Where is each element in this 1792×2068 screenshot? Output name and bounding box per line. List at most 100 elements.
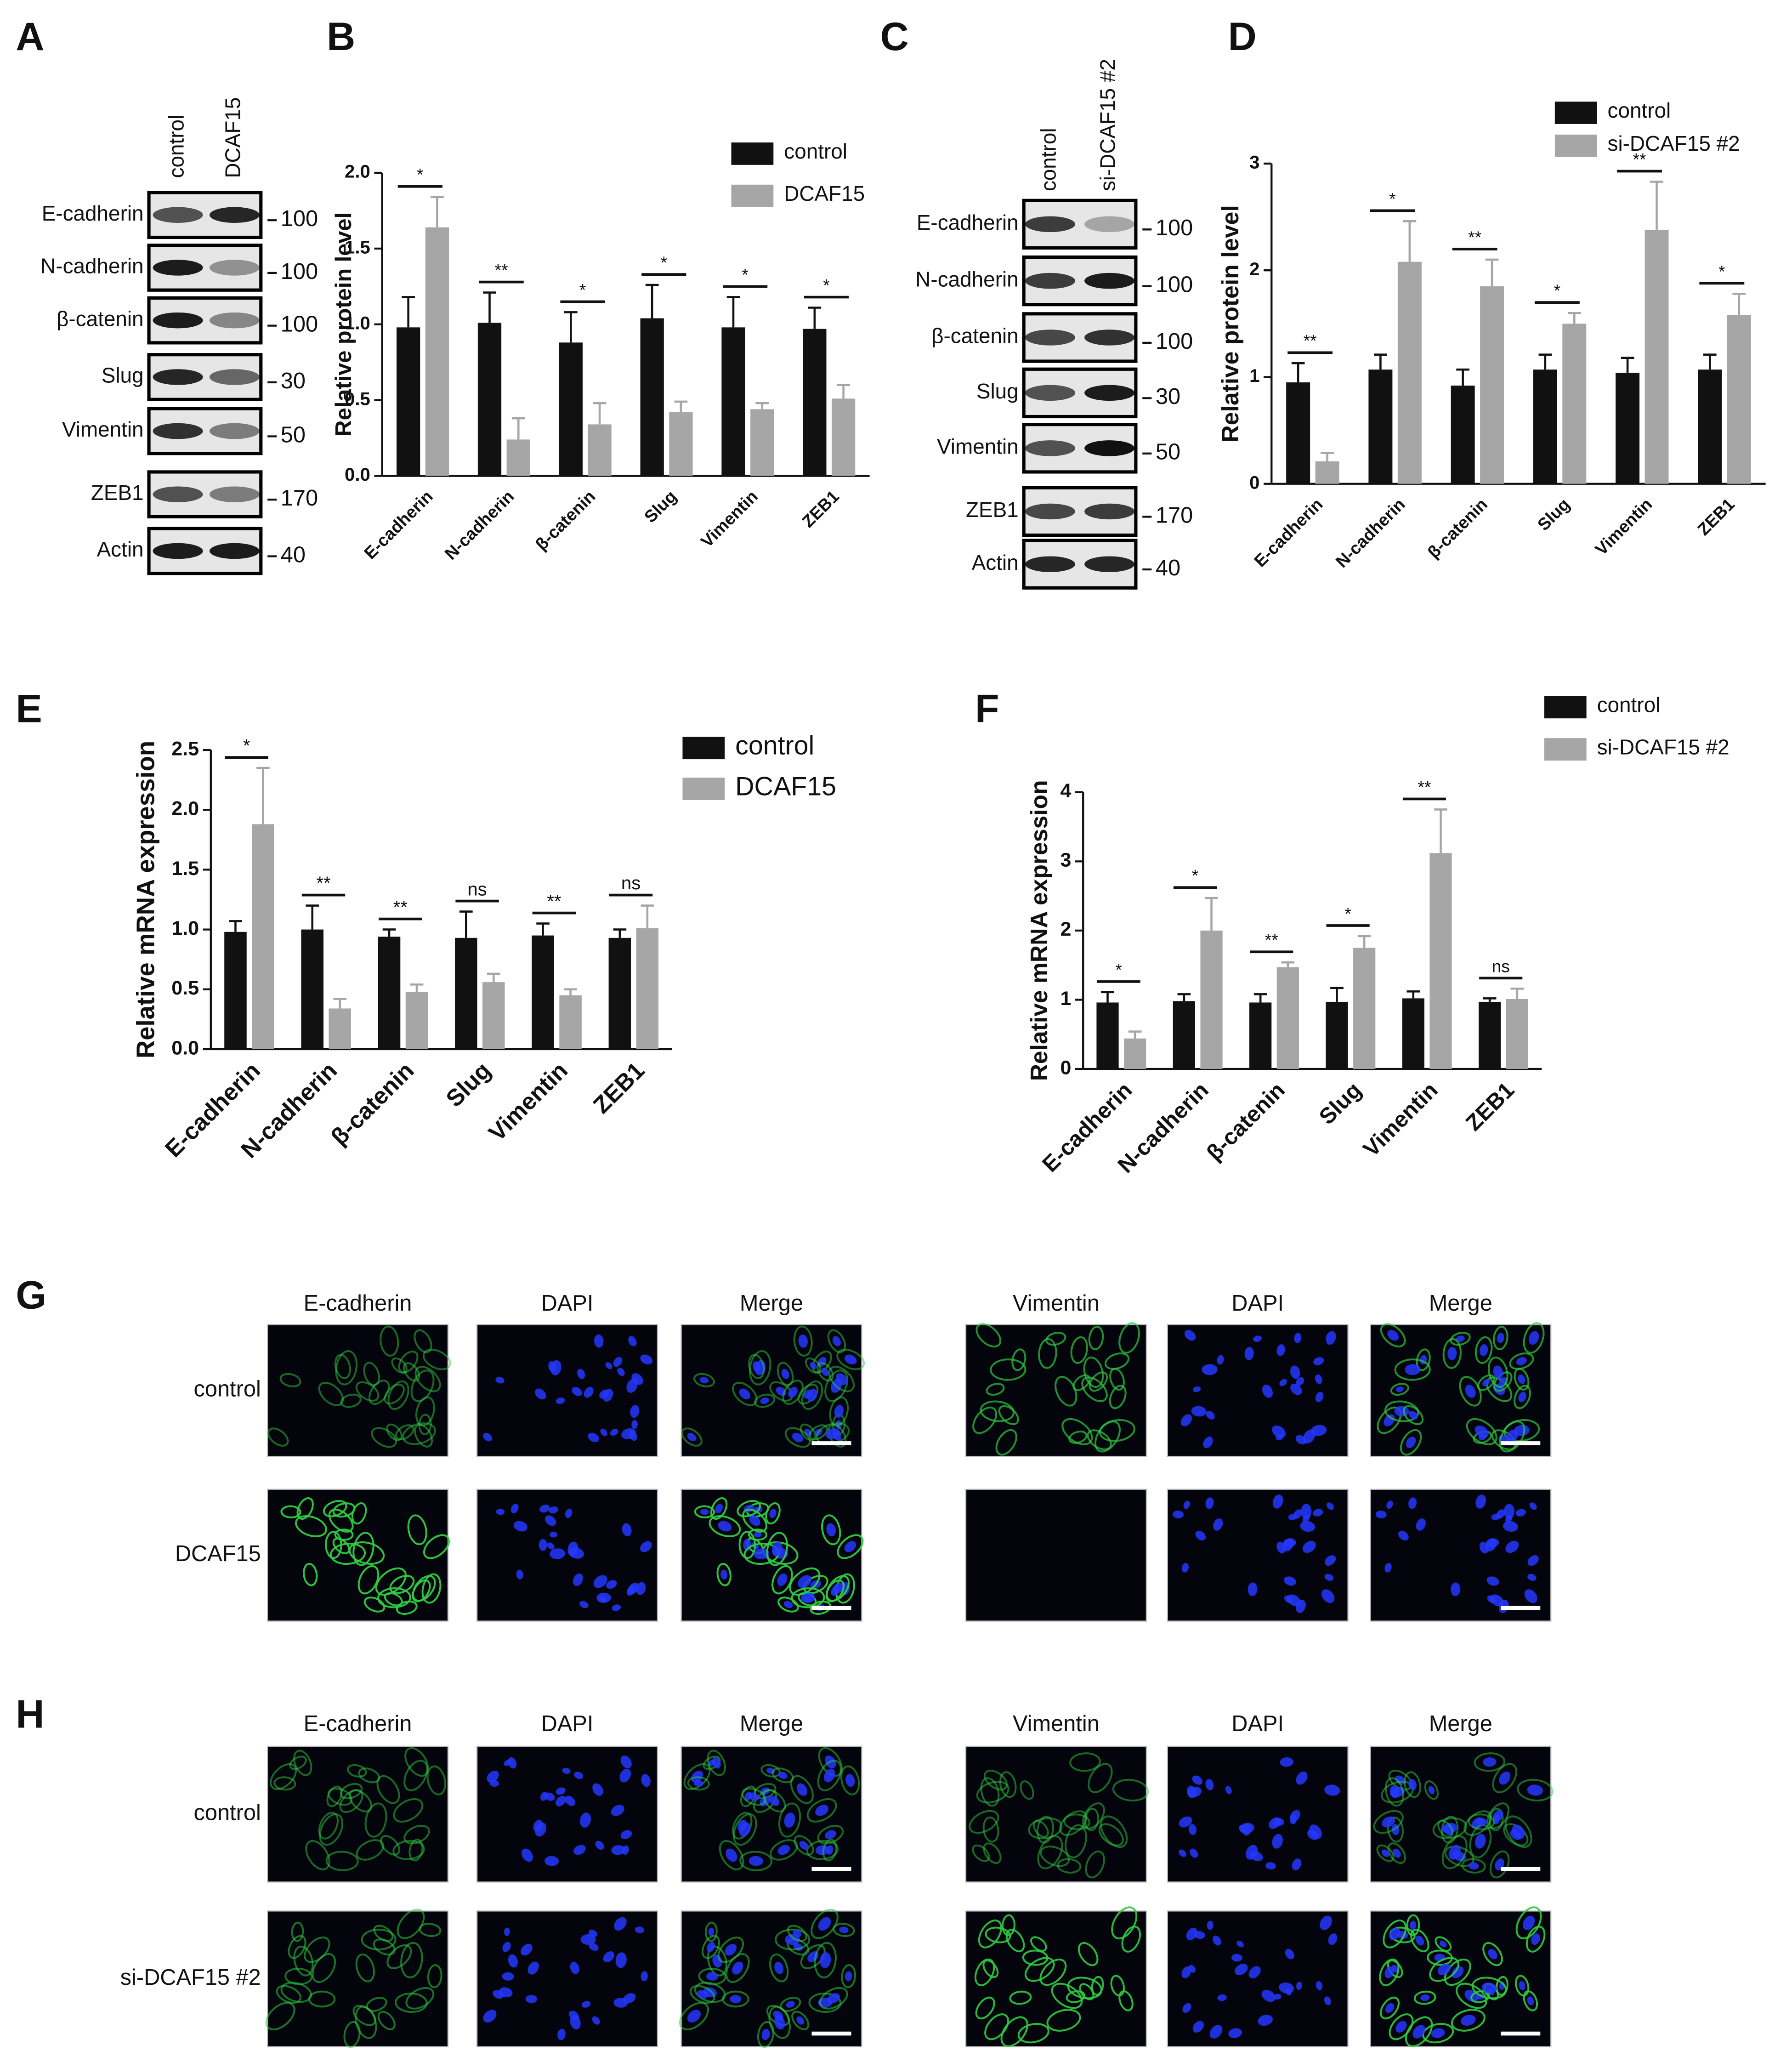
cell-stain: [1380, 1323, 1406, 1348]
cell-stain: [817, 1760, 842, 1791]
cell-stain: [1005, 1929, 1025, 1953]
cell-stain: [1379, 1958, 1400, 1986]
nucleus: [621, 1428, 636, 1439]
cell-stain: [1509, 1352, 1534, 1370]
cell-stain: [1400, 1429, 1422, 1456]
nucleus: [720, 1569, 728, 1579]
nucleus: [1285, 1949, 1294, 1960]
nucleus: [769, 1508, 777, 1518]
row-label: Slug: [976, 379, 1019, 403]
cell-stain: [791, 1587, 825, 1608]
nucleus: [1309, 1824, 1322, 1839]
nucleus: [600, 1428, 607, 1436]
cell-stain: [1525, 1926, 1546, 1953]
panel-label: H: [16, 1693, 44, 1737]
nucleus: [1280, 1757, 1293, 1767]
column-header: DAPI: [1231, 1291, 1284, 1316]
cell-stain: [841, 1964, 856, 1988]
nucleus: [777, 1845, 790, 1855]
nucleus: [708, 1927, 715, 1936]
cell-stain: [687, 1776, 710, 1791]
nucleus: [614, 1917, 627, 1931]
nucleus: [1324, 1996, 1331, 2006]
cell-stain: [380, 1835, 401, 1856]
cell-stain: [1067, 1977, 1103, 2000]
nucleus: [611, 1805, 624, 1816]
cell-stain: [1422, 2023, 1454, 2044]
cell-stain: [1387, 1816, 1404, 1843]
row-label: E-cadherin: [917, 210, 1019, 234]
cell-stain: [741, 1787, 766, 1806]
column-header: DAPI: [541, 1711, 594, 1736]
micrograph: [476, 1324, 658, 1457]
nucleus: [1190, 1848, 1198, 1858]
nucleus: [1188, 1824, 1197, 1835]
cell-stain: [1032, 1820, 1049, 1838]
cell-stain: [403, 1760, 428, 1791]
bar: [669, 412, 693, 476]
nucleus: [798, 1575, 812, 1588]
blot-band: [1084, 440, 1135, 456]
cell-stain: [749, 1350, 771, 1386]
nucleus: [832, 1336, 841, 1346]
cell-stain: [1017, 2023, 1049, 2044]
nucleus: [550, 1548, 565, 1559]
nucleus: [580, 1812, 591, 1828]
cell-stain: [288, 1935, 306, 1959]
nucleus: [1327, 1502, 1334, 1510]
cell-stain: [376, 1775, 400, 1804]
nucleus: [565, 1795, 575, 1806]
y-tick-label: 2.5: [171, 738, 199, 760]
nucleus: [1296, 1600, 1306, 1613]
blot-band: [153, 486, 203, 502]
legend-swatch: [731, 184, 774, 207]
micrograph: [965, 1745, 1149, 1883]
nucleus: [1213, 1518, 1223, 1531]
nucleus: [1474, 1425, 1489, 1438]
legend-label: DCAF15: [735, 772, 836, 801]
nucleus: [603, 1389, 613, 1402]
cell-stain: [1100, 1815, 1128, 1848]
column-header: Merge: [1429, 1711, 1492, 1736]
row-label: Actin: [972, 551, 1019, 574]
nucleus: [798, 1334, 808, 1348]
y-tick-label: 3: [1249, 152, 1259, 173]
micrograph-bg: [965, 1910, 1147, 2047]
legend-swatch: [1544, 696, 1587, 719]
nucleus: [610, 1429, 618, 1436]
nucleus: [1522, 1915, 1535, 1930]
bar: [1286, 382, 1310, 484]
nucleus: [605, 1362, 612, 1369]
cell-stain: [681, 1427, 703, 1447]
nucleus: [1386, 1500, 1393, 1509]
y-tick-label: 3: [1060, 849, 1071, 871]
nucleus: [1324, 1555, 1336, 1566]
nucleus: [1173, 1511, 1184, 1518]
cell-stain: [719, 1840, 744, 1870]
cell-stain: [380, 1325, 399, 1357]
nucleus: [1410, 1920, 1417, 1930]
cell-stain: [975, 1323, 1002, 1348]
bar: [559, 342, 583, 476]
nucleus: [1272, 1494, 1283, 1509]
micrograph: [1370, 1322, 1552, 1457]
bar: [329, 1008, 351, 1049]
nucleus: [1290, 1365, 1300, 1379]
cell-stain: [1020, 1780, 1034, 1800]
nucleus: [545, 1515, 556, 1526]
row-label: N-cadherin: [40, 254, 143, 278]
nucleus: [1381, 1849, 1389, 1857]
significance-label: **: [1265, 930, 1278, 949]
nucleus: [1320, 1915, 1332, 1930]
micrograph-bg: [476, 1489, 658, 1622]
nucleus: [826, 1845, 834, 1855]
micrograph: [1370, 1906, 1552, 2047]
nucleus: [613, 1357, 623, 1367]
legend-label: control: [735, 731, 814, 760]
significance-label: *: [1389, 189, 1396, 208]
lane-label: control: [164, 115, 188, 178]
cell-stain: [1441, 1835, 1468, 1869]
cell-stain: [1470, 1990, 1490, 2003]
nucleus: [1209, 2025, 1223, 2039]
